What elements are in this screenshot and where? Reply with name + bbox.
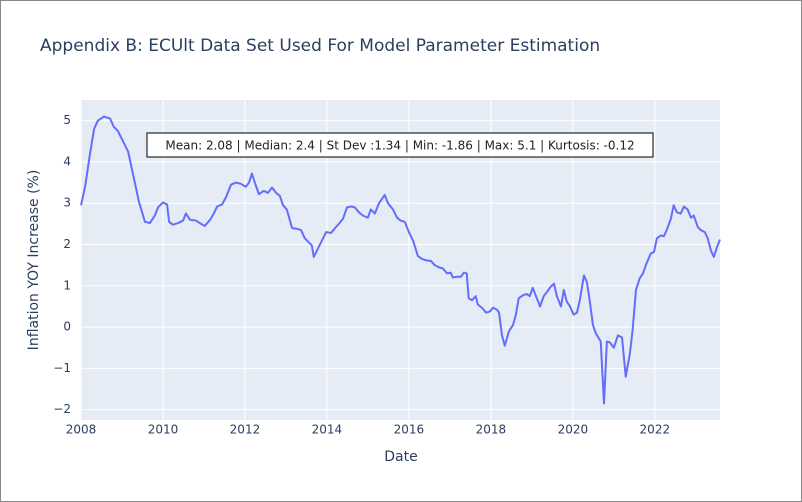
x-tick-label: 2008 (66, 423, 97, 437)
x-tick-label: 2018 (476, 423, 507, 437)
x-tick-label: 2022 (640, 423, 671, 437)
y-tick-label: 0 (63, 320, 71, 334)
x-tick-label: 2012 (230, 423, 261, 437)
annotation-box (146, 132, 654, 158)
y-tick-label: 2 (63, 237, 71, 251)
x-tick-label: 2016 (394, 423, 425, 437)
x-axis-title: Date (384, 449, 417, 465)
annotation: Mean: 2.08 | Median: 2.4 | St Dev :1.34 … (165, 139, 634, 153)
y-tick-label: 4 (63, 154, 71, 168)
x-tick-label: 2010 (148, 423, 179, 437)
y-axis-title: Inflation YOY Increase (%) (26, 170, 42, 351)
data-line (80, 115, 721, 405)
y-tick-label: 5 (63, 113, 71, 127)
y-tick-label: 1 (63, 278, 71, 292)
x-tick-label: 2020 (558, 423, 589, 437)
x-tick-label: 2014 (312, 423, 343, 437)
y-tick-label: −1 (53, 361, 71, 375)
y-tick-label: −2 (53, 402, 71, 416)
chart-title: Appendix B: ECUlt Data Set Used For Mode… (40, 36, 600, 56)
marks (80, 115, 721, 405)
y-tick-label: 3 (63, 196, 71, 210)
